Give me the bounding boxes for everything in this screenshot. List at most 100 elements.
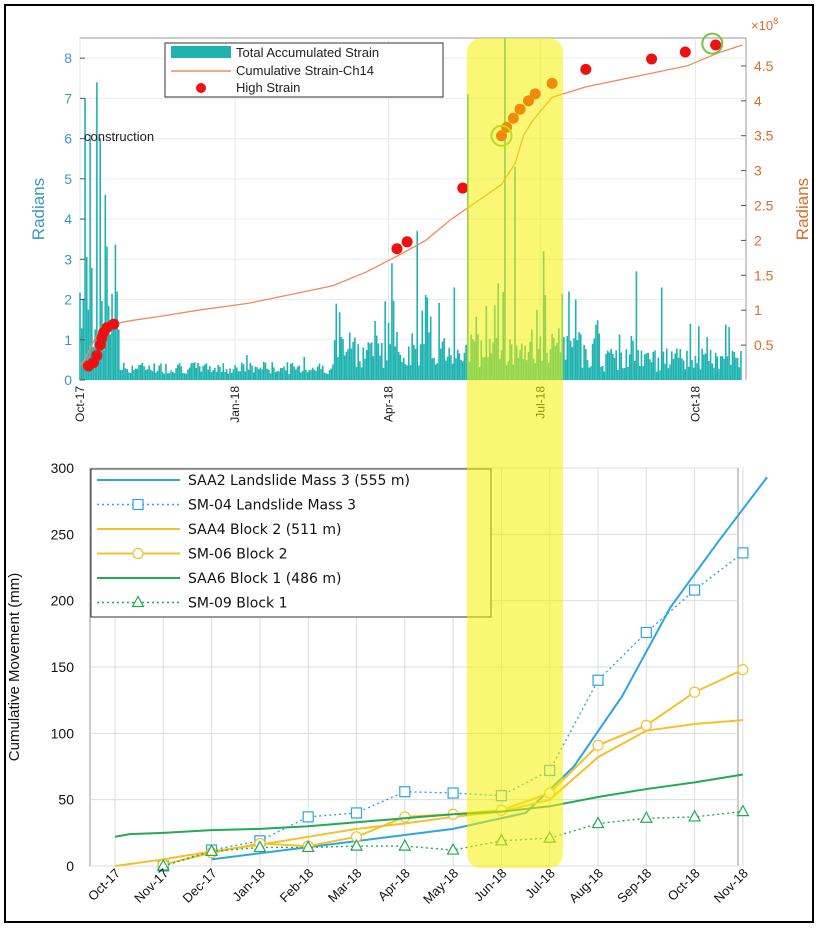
strain-bar	[724, 324, 727, 380]
strain-bar	[704, 353, 707, 380]
strain-bar	[278, 371, 280, 380]
series-marker-triangle	[398, 838, 412, 851]
strain-bar	[671, 351, 673, 380]
strain-right-tick-label: 4	[754, 93, 762, 109]
series-marker-triangle	[349, 838, 364, 851]
strain-bar	[269, 373, 272, 380]
strain-bar	[209, 366, 211, 380]
movement-x-tick-label: Mar-18	[325, 866, 365, 906]
strain-bar	[593, 338, 596, 380]
strain-bar	[325, 373, 327, 380]
strain-bar	[635, 271, 638, 380]
strain-bar	[222, 363, 225, 380]
strain-bar	[150, 369, 152, 380]
strain-bar	[443, 338, 445, 380]
strain-bar	[288, 373, 290, 380]
strain-bar	[311, 367, 314, 380]
strain-bar	[283, 366, 285, 380]
strain-bar	[461, 361, 464, 380]
strain-bar	[610, 348, 612, 380]
strain-bar	[677, 357, 680, 380]
strain-bar	[166, 373, 169, 380]
strain-bar	[563, 337, 565, 380]
strain-bar	[630, 335, 633, 380]
series-marker-triangle	[446, 842, 460, 855]
strain-bar	[465, 344, 467, 380]
strain-bar	[153, 363, 155, 380]
strain-bar	[608, 352, 611, 380]
series-marker-triangle	[639, 810, 653, 823]
movement-legend-box	[90, 468, 492, 618]
strain-bar	[306, 372, 309, 380]
strain-bar	[438, 302, 440, 380]
strain-bar	[121, 369, 123, 380]
strain-bar	[333, 340, 336, 380]
strain-bar	[80, 328, 83, 380]
strain-bar	[667, 368, 670, 380]
strain-bar	[642, 366, 644, 380]
strain-bar	[107, 305, 110, 380]
strain-left-tick-label: 4	[64, 211, 72, 227]
strain-bar	[613, 357, 616, 380]
legend-swatch-point	[196, 83, 206, 93]
strain-bar	[203, 364, 206, 380]
strain-bar	[649, 359, 651, 380]
strain-bar	[352, 341, 354, 380]
strain-bar	[173, 372, 176, 380]
strain-bar	[188, 367, 191, 380]
series-marker-triangle	[156, 858, 170, 871]
strain-bar	[129, 372, 132, 380]
strain-bar	[429, 316, 432, 380]
strain-bar	[381, 342, 383, 380]
strain-bar	[606, 350, 609, 380]
movement-y-tick-label: 250	[51, 526, 75, 542]
strain-bar	[354, 337, 356, 380]
strain-bar	[261, 369, 263, 380]
strain-bar	[151, 371, 154, 380]
strain-right-tick-label: 0.5	[754, 337, 774, 353]
high-strain-point	[710, 39, 722, 51]
movement-y-tick-label: 50	[58, 792, 74, 808]
strain-bar	[372, 356, 375, 380]
strain-right-tick-label: 3	[754, 163, 762, 179]
strain-bar	[335, 303, 338, 380]
movement-x-tick-label: Jul-18	[522, 866, 558, 902]
strain-bar	[709, 349, 712, 380]
strain-bar	[117, 329, 120, 380]
strain-bar	[450, 355, 452, 380]
strain-bar	[183, 373, 186, 380]
movement-x-tick-label: Jun-18	[471, 866, 510, 905]
strain-bar	[345, 351, 348, 380]
strain-bar	[384, 301, 386, 380]
strain-bar	[247, 369, 250, 380]
strain-right-tick-label: 4.5	[754, 58, 774, 74]
strain-bar	[654, 350, 656, 380]
strain-bar	[446, 356, 449, 380]
strain-bar	[84, 98, 86, 381]
strain-bar	[239, 371, 241, 380]
strain-bar	[170, 370, 172, 380]
legend-label-0: SAA2 Landslide Mass 3 (555 m)	[188, 473, 410, 489]
strain-x-tick-label: Oct-17	[73, 386, 87, 422]
strain-bar	[603, 371, 606, 380]
strain-bar	[721, 356, 724, 380]
strain-bar	[230, 372, 233, 380]
strain-bar	[156, 370, 159, 380]
strain-left-tick-label: 0	[64, 372, 72, 388]
strain-bar	[144, 370, 147, 380]
strain-bar	[136, 368, 139, 380]
strain-bar	[723, 358, 725, 380]
strain-legend: Total Accumulated Strain Cumulative Stra…	[164, 42, 444, 98]
strain-bar	[413, 345, 415, 380]
strain-bar	[601, 365, 604, 380]
strain-bar	[246, 355, 248, 380]
strain-bar	[665, 348, 668, 380]
strain-right-tick-label: 2.5	[754, 198, 774, 214]
strain-bar	[262, 361, 265, 380]
series-marker-square	[447, 787, 459, 799]
strain-bar	[158, 365, 161, 380]
strain-bar	[340, 337, 343, 380]
strain-x-tick-label: Apr-18	[382, 386, 396, 422]
strain-bar	[332, 364, 334, 380]
